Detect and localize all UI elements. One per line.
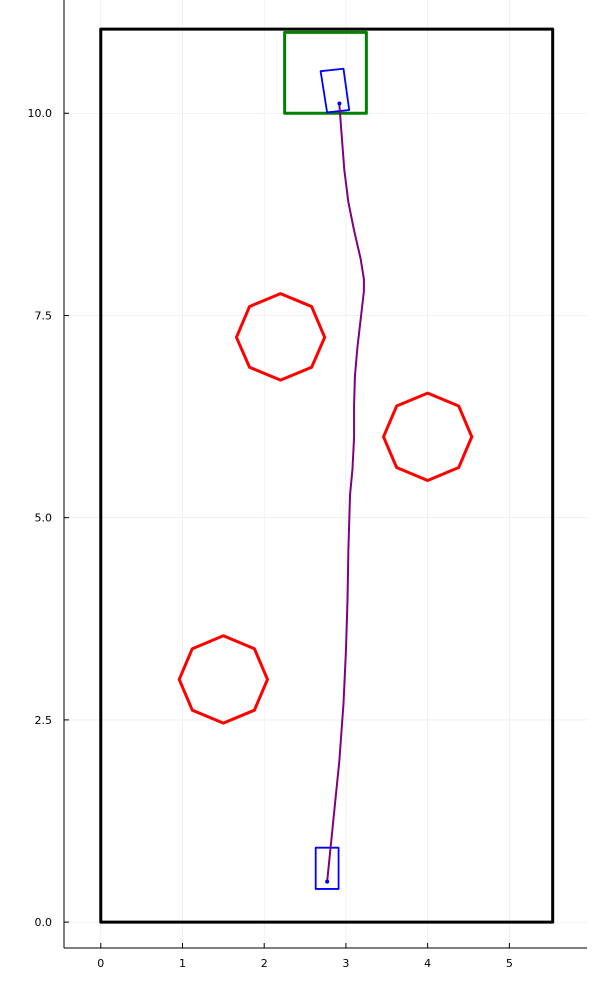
y-tick-label: 10.0 <box>28 107 53 120</box>
grid <box>64 0 587 948</box>
boundary-series <box>99 27 555 924</box>
ticks: 0 1 2 3 4 5 0.0 2.5 5.0 7.5 10.0 <box>28 107 513 970</box>
axes <box>63 0 587 949</box>
x-tick-label: 4 <box>424 957 431 970</box>
y-tick-label: 0.0 <box>35 916 53 929</box>
end-point-marker <box>337 101 342 106</box>
x-tick-label: 3 <box>342 957 349 970</box>
start-point-marker <box>325 879 330 884</box>
vehicle-start-series <box>314 846 340 890</box>
obstacle-series <box>177 634 269 725</box>
trajectory-series <box>326 104 365 883</box>
obstacle-series <box>234 292 327 382</box>
x-tick-label: 0 <box>97 957 104 970</box>
obstacle-series <box>382 391 474 482</box>
x-tick-label: 2 <box>261 957 268 970</box>
y-tick-label: 5.0 <box>35 512 53 525</box>
x-tick-label: 5 <box>506 957 513 970</box>
y-tick-label: 2.5 <box>35 714 53 727</box>
x-tick-label: 1 <box>179 957 186 970</box>
markers <box>325 101 342 884</box>
series <box>99 27 555 924</box>
y-tick-label: 7.5 <box>35 309 53 322</box>
vehicle-end-series <box>319 67 351 114</box>
